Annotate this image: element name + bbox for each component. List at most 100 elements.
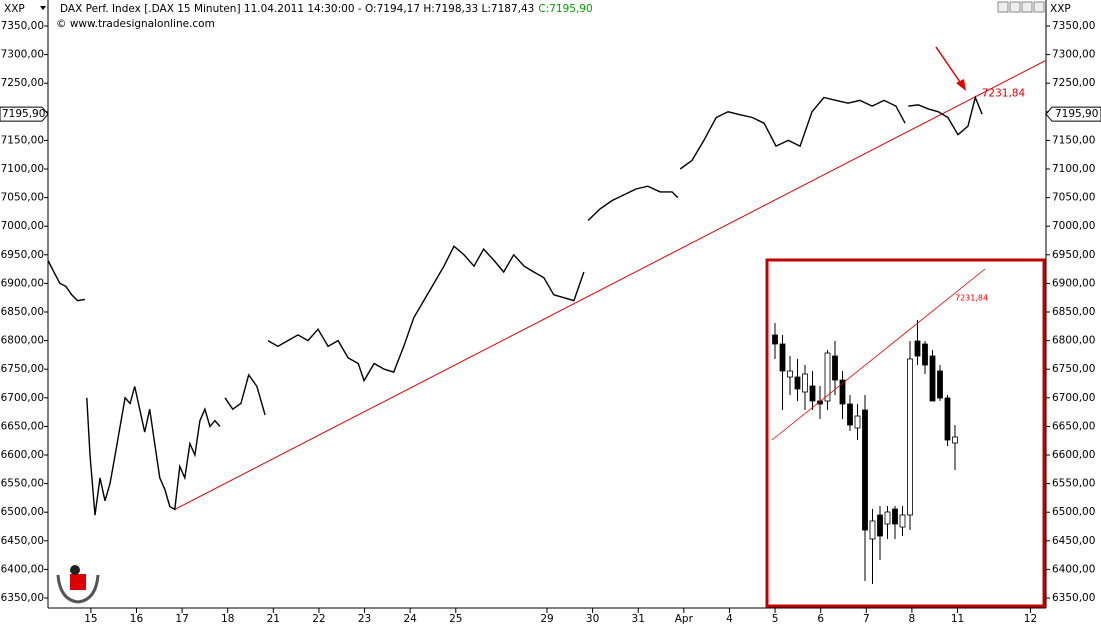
y-tick-label-right: 6500,00 (1052, 506, 1095, 518)
y-tick-label: 6950,00 (1, 249, 44, 261)
title: DAX Perf. Index [.DAX 15 Minuten] 11.04.… (60, 3, 534, 15)
x-tick-label: 24 (403, 613, 417, 625)
trendline (173, 59, 1047, 511)
y-tick-label: 6700,00 (1, 392, 44, 404)
candle-body (772, 334, 778, 345)
candle-body (922, 343, 928, 366)
button[interactable] (1021, 1, 1033, 13)
watermark: © www.tradesignalonline.com (56, 18, 215, 30)
candle-body (892, 508, 898, 525)
x-tick-label: 22 (312, 613, 325, 625)
y-tick-label-right: 6800,00 (1052, 335, 1095, 347)
y-tick-label-right: 6450,00 (1052, 535, 1095, 547)
y-tick-label: 6850,00 (1, 306, 44, 318)
y-tick-label: 6550,00 (1, 478, 44, 490)
x-tick-label: 21 (267, 613, 280, 625)
x-tick-label: 5 (772, 613, 779, 625)
candle-body (854, 415, 861, 429)
candle-body (824, 352, 831, 402)
x-tick-label: 25 (449, 613, 462, 625)
candle-body (937, 370, 943, 399)
y-tick-label: 7250,00 (1, 77, 44, 89)
price-line (47, 95, 983, 516)
y-tick-label: 7050,00 (1, 192, 44, 204)
x-tick-label: 16 (130, 613, 144, 625)
button[interactable] (1033, 1, 1045, 13)
candle-body (944, 397, 951, 441)
x-tick-label: 30 (586, 613, 599, 625)
y-tick-label: 6400,00 (1, 563, 44, 575)
chart-title: DAX Perf. Index [.DAX 15 Minuten] 11.04.… (60, 3, 593, 15)
y-tick-label: 6350,00 (1, 592, 44, 604)
candle-body (809, 385, 816, 402)
x-tick-label: 4 (726, 613, 733, 625)
inset-trendline (771, 268, 986, 441)
inset-annotation: 7231,84 (955, 294, 988, 303)
y-tick-label: 6450,00 (1, 535, 44, 547)
candle-body (929, 355, 936, 402)
x-tick-label: Apr (675, 613, 694, 625)
x-tick-label: 8 (909, 613, 916, 625)
candle-body (802, 373, 808, 393)
inset: 7231,84 (771, 268, 988, 584)
y-tick-label-right: 6600,00 (1052, 449, 1095, 461)
x-tick-label: 29 (540, 613, 553, 625)
candle-body (952, 436, 958, 444)
candle-body (839, 379, 846, 405)
y-tick-label: 6600,00 (1, 449, 44, 461)
logo (56, 565, 100, 604)
candle-body (914, 340, 921, 357)
candle-body (899, 514, 906, 528)
candle-body (794, 376, 801, 390)
y-tick-label-right: 7300,00 (1052, 49, 1095, 61)
y-tick-label: 6750,00 (1, 363, 44, 375)
y-tick-label-right: 6950,00 (1052, 249, 1095, 261)
x-tick-label: 15 (84, 613, 97, 625)
y-tick-label-right: 6650,00 (1052, 420, 1095, 432)
y-tick-label: 7100,00 (1, 163, 44, 175)
button[interactable] (1009, 1, 1021, 13)
candle-body (884, 511, 891, 525)
candle-body (877, 514, 883, 537)
window-buttons (997, 1, 1045, 13)
y-tick-label-right: 7100,00 (1052, 163, 1095, 175)
candle-body (779, 343, 786, 372)
candle-body (832, 355, 838, 381)
y-tick-label-right: 7000,00 (1052, 220, 1095, 232)
candle-body (862, 409, 868, 531)
last-price-box (0, 106, 49, 122)
y-tick-label: 7000,00 (1, 220, 44, 232)
y-tick-label: 6650,00 (1, 420, 44, 432)
last-price-label: 7195,90 (2, 108, 45, 120)
y-tick-label-right: 7250,00 (1052, 77, 1095, 89)
y-tick-label-right: 7150,00 (1052, 134, 1095, 146)
y-tick-label-right: 7050,00 (1052, 192, 1095, 204)
arrow (935, 46, 966, 91)
y-tick-label-right: 7350,00 (1052, 20, 1095, 32)
y-tick-label: 7150,00 (1, 134, 44, 146)
x-tick-label: 18 (221, 613, 234, 625)
x-tick-label: 23 (358, 613, 371, 625)
last-price-label-right: 7195,90 (1055, 108, 1098, 120)
y-tick-label: 6800,00 (1, 335, 44, 347)
y-tick-label: 6500,00 (1, 506, 44, 518)
y-tick-label: 6900,00 (1, 277, 44, 289)
symbol-right[interactable]: XXP (1050, 3, 1071, 15)
y-tick-label-right: 6550,00 (1052, 478, 1095, 490)
y-tick-label-right: 6350,00 (1052, 592, 1095, 604)
symbol[interactable]: XXP (4, 3, 25, 15)
dropdown-icon[interactable] (40, 6, 46, 10)
close-label: C:7195,90 (538, 3, 592, 15)
inset-frame (765, 258, 1046, 608)
y-tick-label-right: 6750,00 (1052, 363, 1095, 375)
x-tick-label: 7 (863, 613, 870, 625)
button[interactable] (997, 1, 1009, 13)
y-tick-label: 7350,00 (1, 20, 44, 32)
y-tick-label-right: 6900,00 (1052, 277, 1095, 289)
last-price-box-right (1045, 106, 1101, 122)
y-tick-label-right: 6700,00 (1052, 392, 1095, 404)
candle-body (907, 358, 913, 516)
y-tick-label-right: 6400,00 (1052, 563, 1095, 575)
y-tick-label: 7300,00 (1, 49, 44, 61)
